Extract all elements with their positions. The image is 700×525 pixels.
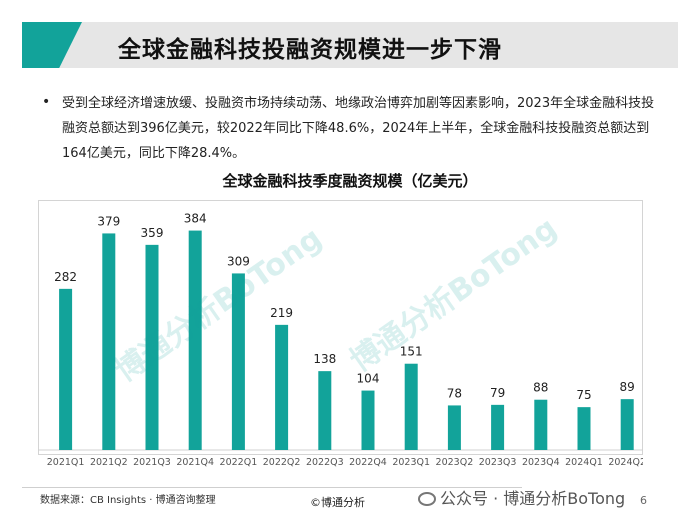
data-label: 89 [620, 380, 635, 394]
data-label: 359 [141, 226, 164, 240]
bar-2023Q1 [404, 363, 418, 450]
page-number: 6 [640, 494, 647, 507]
x-tick-label: 2023Q2 [436, 457, 474, 468]
wechat-label: 公众号 · 博通分析BoTong [440, 489, 626, 508]
bar-2022Q1 [231, 273, 245, 450]
bullet-marker: • [42, 94, 51, 110]
bar-2022Q2 [275, 324, 289, 450]
bar-2021Q3 [145, 244, 159, 450]
x-tick-label: 2022Q3 [306, 457, 344, 468]
bar-2021Q4 [188, 230, 202, 450]
bar-2022Q4 [361, 390, 375, 450]
data-label: 219 [270, 306, 293, 320]
bar-2022Q3 [318, 371, 332, 450]
data-label: 88 [533, 381, 548, 395]
bar-2024Q2 [620, 399, 634, 450]
bar-2023Q4 [534, 399, 548, 450]
bar-chart: 282 2021Q1 379 2021Q2 359 2021Q3 384 2021Q4 309 2… [38, 212, 643, 468]
x-tick-label: 2024Q2 [608, 457, 643, 468]
x-tick-label: 2024Q1 [565, 457, 603, 468]
x-tick-label: 2022Q2 [263, 457, 301, 468]
x-tick-label: 2023Q3 [479, 457, 517, 468]
bar-2023Q3 [491, 404, 505, 450]
data-label: 104 [357, 372, 380, 386]
bar-2024Q1 [577, 407, 591, 450]
x-tick-label: 2021Q1 [47, 457, 85, 468]
x-tick-label: 2023Q1 [392, 457, 430, 468]
footer-divider [22, 487, 522, 488]
wechat-icon [418, 492, 436, 506]
x-tick-label: 2022Q4 [349, 457, 387, 468]
x-tick-label: 2023Q4 [522, 457, 560, 468]
data-label: 379 [97, 214, 120, 228]
title-banner: 全球金融科技投融资规模进一步下滑 [22, 22, 678, 68]
data-label: 75 [576, 388, 591, 402]
bar-2021Q2 [102, 233, 116, 450]
x-tick-label: 2021Q2 [90, 457, 128, 468]
summary-paragraph: 受到全球经济增速放缓、投融资市场持续动荡、地缘政治博弈加剧等因素影响，2023年… [62, 96, 655, 161]
bar-2023Q2 [447, 405, 461, 450]
data-label: 138 [313, 352, 336, 366]
data-label: 78 [447, 386, 462, 400]
x-tick-label: 2021Q4 [176, 457, 214, 468]
data-label: 282 [54, 270, 77, 284]
copyright: ©博通分析 [310, 496, 365, 509]
x-tick-label: 2021Q3 [133, 457, 171, 468]
bar-2021Q1 [59, 288, 73, 450]
x-tick-label: 2022Q1 [220, 457, 258, 468]
wechat-account: 公众号 · 博通分析BoTong [418, 485, 625, 509]
data-source: 数据来源：CB Insights · 博通咨询整理 [40, 495, 216, 506]
data-label: 79 [490, 386, 505, 400]
data-label: 309 [227, 254, 250, 268]
page-title: 全球金融科技投融资规模进一步下滑 [118, 37, 502, 63]
data-label: 384 [184, 212, 207, 226]
title-accent-shape [22, 22, 82, 68]
chart-title: 全球金融科技季度融资规模（亿美元） [222, 172, 478, 190]
data-label: 151 [400, 345, 423, 359]
